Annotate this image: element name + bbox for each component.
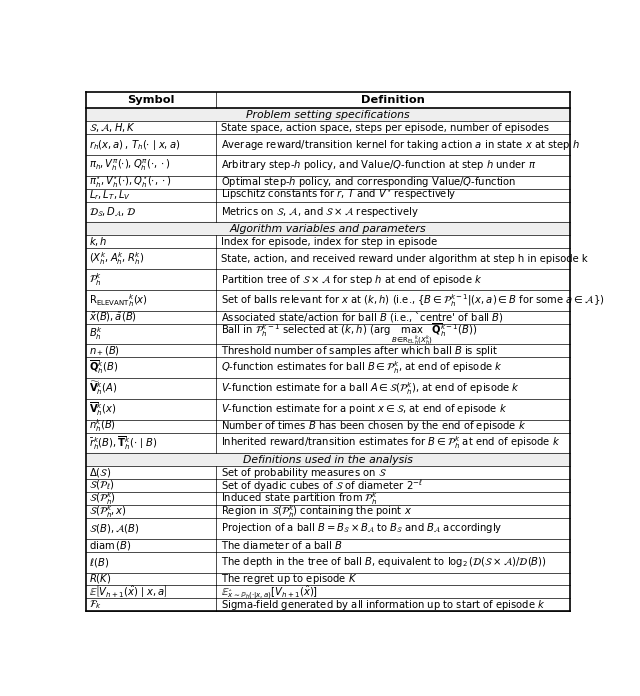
Text: Algorithm variables and parameters: Algorithm variables and parameters (230, 224, 426, 234)
Text: Ball in $\mathcal{P}_h^{k-1}$ selected at $(k,h)$ ($\arg\max_{B\in\mathrm{R_{EL}: Ball in $\mathcal{P}_h^{k-1}$ selected a… (221, 322, 477, 347)
Text: Optimal step-$h$ policy, and corresponding Value/$Q$-function: Optimal step-$h$ policy, and correspondi… (221, 175, 516, 189)
Text: Induced state partition from $\mathcal{P}_h^k$: Induced state partition from $\mathcal{P… (221, 490, 378, 507)
Text: $\mathcal{S}(\mathcal{P}_h^k, x)$: $\mathcal{S}(\mathcal{P}_h^k, x)$ (90, 503, 127, 520)
Text: $V$-function estimate for a point $x\in\mathcal{S}$, at end of episode $k$: $V$-function estimate for a point $x\in\… (221, 402, 507, 416)
Text: $\pi_h, V_h^{\pi}(\cdot), Q_h^{\pi}(\cdot,\cdot)$: $\pi_h, V_h^{\pi}(\cdot), Q_h^{\pi}(\cdo… (90, 158, 171, 173)
Bar (86, 324, 570, 345)
Text: Index for episode, index for step in episode: Index for episode, index for step in epi… (221, 237, 437, 247)
Text: The regret up to episode $K$: The regret up to episode $K$ (221, 572, 357, 586)
Text: Associated state/action for ball $B$ (i.e., `centre' of ball $B$): Associated state/action for ball $B$ (i.… (221, 310, 504, 324)
Bar (86, 202, 570, 223)
Text: $\mathbb{E}_{\hat{x}\sim\mathbb{P}_h(\cdot|x,a)}[V_{h+1}(\hat{x})]$: $\mathbb{E}_{\hat{x}\sim\mathbb{P}_h(\cd… (221, 583, 318, 601)
Text: Set of balls relevant for $x$ at $(k,h)$ (i.e., $\{B\in\mathcal{P}_h^{k-1}|(x,a): Set of balls relevant for $x$ at $(k,h)$… (221, 292, 604, 308)
Text: Lipschitz constants for $r$, $T$ and $V^{\star}$ respectively: Lipschitz constants for $r$, $T$ and $V^… (221, 188, 456, 203)
Text: $\mathcal{P}_h^k$: $\mathcal{P}_h^k$ (90, 271, 102, 288)
Text: The depth in the tree of ball $B$, equivalent to $\log_2(\mathcal{D}(\mathcal{S}: The depth in the tree of ball $B$, equiv… (221, 555, 547, 569)
Text: $\mathcal{S}, \mathcal{A}, H, K$: $\mathcal{S}, \mathcal{A}, H, K$ (90, 121, 136, 134)
Text: $\tilde{x}(B), \tilde{a}(B)$: $\tilde{x}(B), \tilde{a}(B)$ (90, 310, 138, 324)
Text: Problem setting specifications: Problem setting specifications (246, 110, 410, 120)
Text: $\mathcal{F}_k$: $\mathcal{F}_k$ (90, 599, 102, 611)
Text: $\mathcal{S}(B), \mathcal{A}(B)$: $\mathcal{S}(B), \mathcal{A}(B)$ (90, 522, 140, 535)
Text: $\mathcal{D}_{\mathcal{S}}, D_{\mathcal{A}}, \mathcal{D}$: $\mathcal{D}_{\mathcal{S}}, D_{\mathcal{… (90, 205, 136, 219)
Bar (86, 378, 570, 399)
Text: $(X_h^k, A_h^k, R_h^k)$: $(X_h^k, A_h^k, R_h^k)$ (90, 251, 145, 267)
Bar (86, 109, 570, 121)
Text: Set of dyadic cubes of $\mathcal{S}$ of diameter $2^{-\ell}$: Set of dyadic cubes of $\mathcal{S}$ of … (221, 477, 422, 493)
Text: $\overline{\mathbf{Q}}_h^k(B)$: $\overline{\mathbf{Q}}_h^k(B)$ (90, 359, 118, 377)
Text: Symbol: Symbol (127, 95, 175, 105)
Text: Definition: Definition (362, 95, 425, 105)
Text: Sigma-field generated by all information up to start of episode $k$: Sigma-field generated by all information… (221, 598, 545, 612)
Bar (86, 176, 570, 189)
Text: Threshold number of samples after which ball $B$ is split: Threshold number of samples after which … (221, 344, 498, 358)
Text: $k, h$: $k, h$ (90, 235, 108, 248)
Text: $Q$-function estimates for ball $B\in\mathcal{P}_h^k$, at end of episode $k$: $Q$-function estimates for ball $B\in\ma… (221, 359, 502, 376)
Bar (86, 585, 570, 599)
Text: Region in $\mathcal{S}(\mathcal{P}_h^k)$ containing the point $x$: Region in $\mathcal{S}(\mathcal{P}_h^k)$… (221, 503, 412, 520)
Bar (86, 573, 570, 585)
Bar (86, 92, 570, 109)
Text: $\mathrm{diam}\,(B)$: $\mathrm{diam}\,(B)$ (90, 539, 132, 552)
Text: $\mathcal{S}(\mathcal{P}_{\ell})$: $\mathcal{S}(\mathcal{P}_{\ell})$ (90, 479, 115, 493)
Text: $L_r, L_T, L_V$: $L_r, L_T, L_V$ (90, 189, 131, 202)
Text: Definitions used in the analysis: Definitions used in the analysis (243, 454, 413, 465)
Text: Arbitrary step-$h$ policy, and Value/$Q$-function at step $h$ under $\pi$: Arbitrary step-$h$ policy, and Value/$Q$… (221, 159, 536, 173)
Bar (86, 492, 570, 505)
Bar (86, 399, 570, 420)
Bar (86, 290, 570, 310)
Text: $\bar{r}_h^k(B), \overline{\mathbf{T}}_h^k(\cdot\mid B)$: $\bar{r}_h^k(B), \overline{\mathbf{T}}_h… (90, 434, 157, 452)
Bar (86, 134, 570, 155)
Bar (86, 345, 570, 357)
Text: Metrics on $\mathcal{S}$, $\mathcal{A}$, and $\mathcal{S}\times\mathcal{A}$ resp: Metrics on $\mathcal{S}$, $\mathcal{A}$,… (221, 205, 419, 219)
Text: $\mathbb{E}\left[V_{h+1}(\hat{x})\mid x,a\right]$: $\mathbb{E}\left[V_{h+1}(\hat{x})\mid x,… (90, 584, 168, 600)
Text: State space, action space, steps per episode, number of episodes: State space, action space, steps per epi… (221, 123, 549, 133)
Text: $\Delta(\mathcal{S})$: $\Delta(\mathcal{S})$ (90, 466, 111, 479)
Bar (86, 453, 570, 466)
Text: The diameter of a ball $B$: The diameter of a ball $B$ (221, 539, 343, 551)
Text: $B_h^k$: $B_h^k$ (90, 326, 103, 342)
Bar (86, 539, 570, 552)
Bar (86, 310, 570, 324)
Bar (86, 269, 570, 290)
Bar (86, 189, 570, 202)
Text: $n_+(B)$: $n_+(B)$ (90, 344, 120, 358)
Text: $\mathcal{S}(\mathcal{P}_h^k)$: $\mathcal{S}(\mathcal{P}_h^k)$ (90, 490, 116, 507)
Text: State, action, and received reward under algorithm at step h in episode k: State, action, and received reward under… (221, 254, 588, 264)
Text: $\mathrm{R_{ELEVANT}}_h^k(x)$: $\mathrm{R_{ELEVANT}}_h^k(x)$ (90, 292, 148, 308)
Text: Inherited reward/transition estimates for $B\in\mathcal{P}_h^k$ at end of episod: Inherited reward/transition estimates fo… (221, 434, 560, 451)
Bar (86, 599, 570, 611)
Text: Set of probability measures on $\mathcal{S}$: Set of probability measures on $\mathcal… (221, 466, 387, 480)
Bar (86, 223, 570, 235)
Text: $R(K)$: $R(K)$ (90, 573, 112, 585)
Text: Projection of a ball $B = B_{\mathcal{S}}\times B_{\mathcal{A}}$ to $B_{\mathcal: Projection of a ball $B = B_{\mathcal{S}… (221, 522, 502, 535)
Bar (86, 357, 570, 378)
Bar (86, 552, 570, 573)
Bar (86, 235, 570, 248)
Bar (86, 121, 570, 134)
Bar (86, 505, 570, 518)
Text: $r_h(x,a)\,,\,T_h(\cdot\mid x,a)$: $r_h(x,a)\,,\,T_h(\cdot\mid x,a)$ (90, 138, 180, 152)
Text: $\widetilde{\mathbf{V}}_h^k(A)$: $\widetilde{\mathbf{V}}_h^k(A)$ (90, 379, 118, 397)
Text: $V$-function estimate for a ball $A\in\mathcal{S}(\mathcal{P}_h^k)$, at end of e: $V$-function estimate for a ball $A\in\m… (221, 380, 520, 397)
Bar (86, 248, 570, 269)
Text: Average reward/transition kernel for taking action $a$ in state $x$ at step $h$: Average reward/transition kernel for tak… (221, 138, 580, 152)
Bar (86, 518, 570, 539)
Text: $\pi_h^{\star}, V_h^{\star}(\cdot), Q_h^{\star}(\cdot,\cdot)$: $\pi_h^{\star}, V_h^{\star}(\cdot), Q_h^… (90, 175, 172, 190)
Text: Partition tree of $\mathcal{S}\times\mathcal{A}$ for step $h$ at end of episode : Partition tree of $\mathcal{S}\times\mat… (221, 273, 483, 287)
Text: $n_h^k(B)$: $n_h^k(B)$ (90, 418, 116, 434)
Text: $\ell(B)$: $\ell(B)$ (90, 555, 109, 569)
Bar (86, 420, 570, 432)
Bar (86, 479, 570, 492)
Bar (86, 466, 570, 479)
Bar (86, 155, 570, 176)
Text: $\overline{\mathbf{V}}_h^k(x)$: $\overline{\mathbf{V}}_h^k(x)$ (90, 400, 117, 418)
Text: Number of times $B$ has been chosen by the end of episode $k$: Number of times $B$ has been chosen by t… (221, 419, 526, 433)
Bar (86, 432, 570, 453)
